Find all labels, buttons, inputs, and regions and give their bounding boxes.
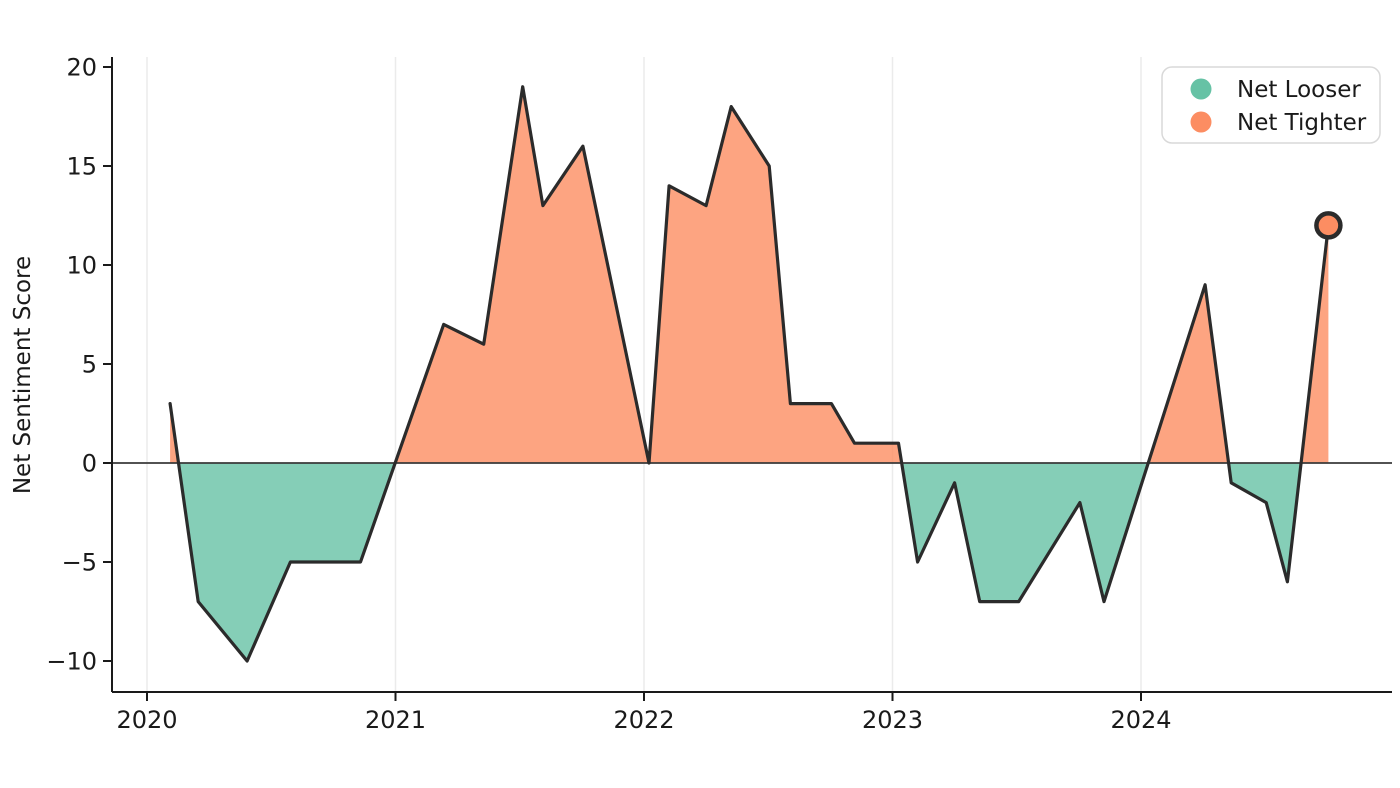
legend-box (1161, 66, 1381, 144)
y-tick-label: 0 (82, 450, 97, 478)
legend-label-net-tighter: Net Tighter (1237, 110, 1367, 136)
y-axis-label: Net Sentiment Score (10, 256, 36, 494)
x-tick-label: 2021 (365, 706, 426, 734)
y-tick-label: −5 (62, 549, 97, 577)
x-tick-label: 2022 (613, 706, 674, 734)
y-tick-label: −10 (46, 648, 97, 676)
net-looser-area (170, 463, 1329, 661)
legend: Net Looser Net Tighter (1161, 66, 1381, 144)
x-tick-label: 2020 (116, 706, 177, 734)
latest-point-marker (1314, 211, 1343, 240)
y-tick-label: 15 (66, 153, 97, 181)
area-fills (170, 86, 1329, 661)
legend-marker-net-tighter-icon (1190, 111, 1212, 133)
y-tick-label: 20 (66, 54, 97, 82)
x-tick-label: 2023 (862, 706, 923, 734)
x-tick-label: 2024 (1110, 706, 1171, 734)
net-tighter-area (170, 86, 1329, 464)
y-tick-label: 5 (82, 351, 97, 379)
legend-marker-net-looser-icon (1190, 78, 1212, 100)
gridlines (146, 57, 1142, 692)
y-tick-label: 10 (66, 252, 97, 280)
axes: 20 15 10 5 0 −5 −10 2020 2021 2022 2023 2024 (46, 54, 1392, 734)
sentiment-line (168, 85, 1330, 663)
legend-label-net-looser: Net Looser (1237, 77, 1361, 103)
